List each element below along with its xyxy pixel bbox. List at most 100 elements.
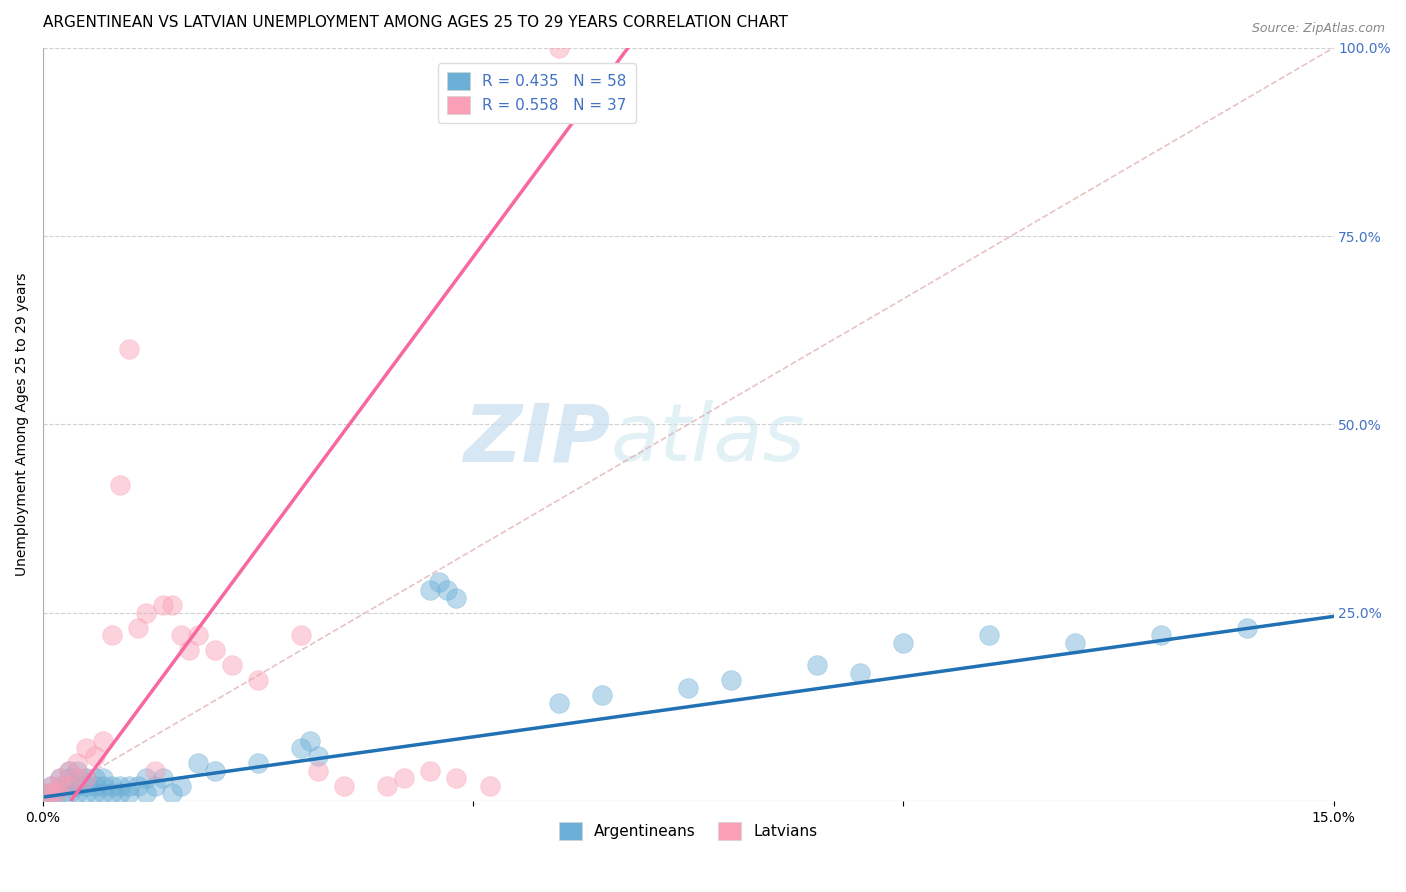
Point: [333, 779, 356, 793]
Point: [100, 786, 122, 800]
Point: [41, 786, 63, 800]
Point: [45, 786, 67, 800]
Point: [1064, 636, 1087, 650]
Point: [169, 628, 191, 642]
Point: [419, 582, 441, 597]
Point: [49, 779, 72, 793]
Point: [75, 772, 97, 786]
Point: [375, 779, 398, 793]
Point: [58, 772, 80, 786]
Point: [246, 673, 269, 688]
Point: [83, 786, 105, 800]
Point: [849, 665, 872, 680]
Point: [91, 733, 114, 747]
Point: [58, 764, 80, 778]
Point: [152, 772, 174, 786]
Point: [187, 628, 209, 642]
Point: [58, 786, 80, 800]
Point: [806, 658, 828, 673]
Point: [290, 628, 312, 642]
Point: [41, 786, 63, 800]
Y-axis label: Unemployment Among Ages 25 to 29 years: Unemployment Among Ages 25 to 29 years: [15, 273, 30, 576]
Point: [118, 779, 141, 793]
Point: [204, 764, 226, 778]
Point: [135, 786, 157, 800]
Point: [41, 779, 63, 793]
Point: [160, 786, 183, 800]
Point: [135, 606, 157, 620]
Point: [58, 764, 80, 778]
Point: [1236, 621, 1258, 635]
Point: [75, 779, 97, 793]
Point: [246, 756, 269, 771]
Point: [83, 772, 105, 786]
Point: [676, 681, 699, 695]
Point: [91, 786, 114, 800]
Point: [100, 628, 122, 642]
Point: [49, 772, 72, 786]
Text: atlas: atlas: [610, 401, 806, 478]
Point: [58, 779, 80, 793]
Point: [444, 591, 467, 605]
Point: [75, 772, 97, 786]
Point: [118, 342, 141, 356]
Point: [143, 764, 166, 778]
Point: [152, 598, 174, 612]
Point: [221, 658, 243, 673]
Point: [66, 764, 89, 778]
Point: [66, 779, 89, 793]
Point: [75, 786, 97, 800]
Point: [66, 786, 89, 800]
Point: [160, 598, 183, 612]
Point: [110, 786, 132, 800]
Point: [37, 786, 59, 800]
Point: [307, 748, 329, 763]
Point: [110, 779, 132, 793]
Point: [394, 772, 416, 786]
Point: [49, 779, 72, 793]
Point: [444, 772, 467, 786]
Point: [419, 764, 441, 778]
Point: [100, 779, 122, 793]
Point: [58, 779, 80, 793]
Point: [83, 779, 105, 793]
Point: [118, 786, 141, 800]
Point: [720, 673, 742, 688]
Point: [169, 779, 191, 793]
Point: [891, 636, 914, 650]
Point: [49, 772, 72, 786]
Point: [548, 41, 571, 55]
Point: [1150, 628, 1173, 642]
Text: ZIP: ZIP: [464, 401, 610, 478]
Point: [66, 772, 89, 786]
Point: [127, 621, 149, 635]
Point: [979, 628, 1001, 642]
Legend: Argentineans, Latvians: Argentineans, Latvians: [553, 816, 824, 846]
Point: [436, 582, 458, 597]
Point: [83, 748, 105, 763]
Point: [110, 477, 132, 491]
Point: [427, 575, 450, 590]
Point: [37, 786, 59, 800]
Point: [127, 779, 149, 793]
Point: [66, 772, 89, 786]
Point: [204, 643, 226, 657]
Point: [290, 741, 312, 756]
Point: [479, 779, 502, 793]
Point: [41, 779, 63, 793]
Point: [135, 772, 157, 786]
Point: [548, 696, 571, 710]
Point: [91, 779, 114, 793]
Point: [91, 772, 114, 786]
Point: [45, 786, 67, 800]
Point: [298, 733, 321, 747]
Point: [75, 741, 97, 756]
Point: [66, 756, 89, 771]
Point: [143, 779, 166, 793]
Point: [179, 643, 201, 657]
Point: [49, 786, 72, 800]
Point: [307, 764, 329, 778]
Point: [591, 689, 613, 703]
Point: [187, 756, 209, 771]
Text: ARGENTINEAN VS LATVIAN UNEMPLOYMENT AMONG AGES 25 TO 29 YEARS CORRELATION CHART: ARGENTINEAN VS LATVIAN UNEMPLOYMENT AMON…: [44, 15, 787, 30]
